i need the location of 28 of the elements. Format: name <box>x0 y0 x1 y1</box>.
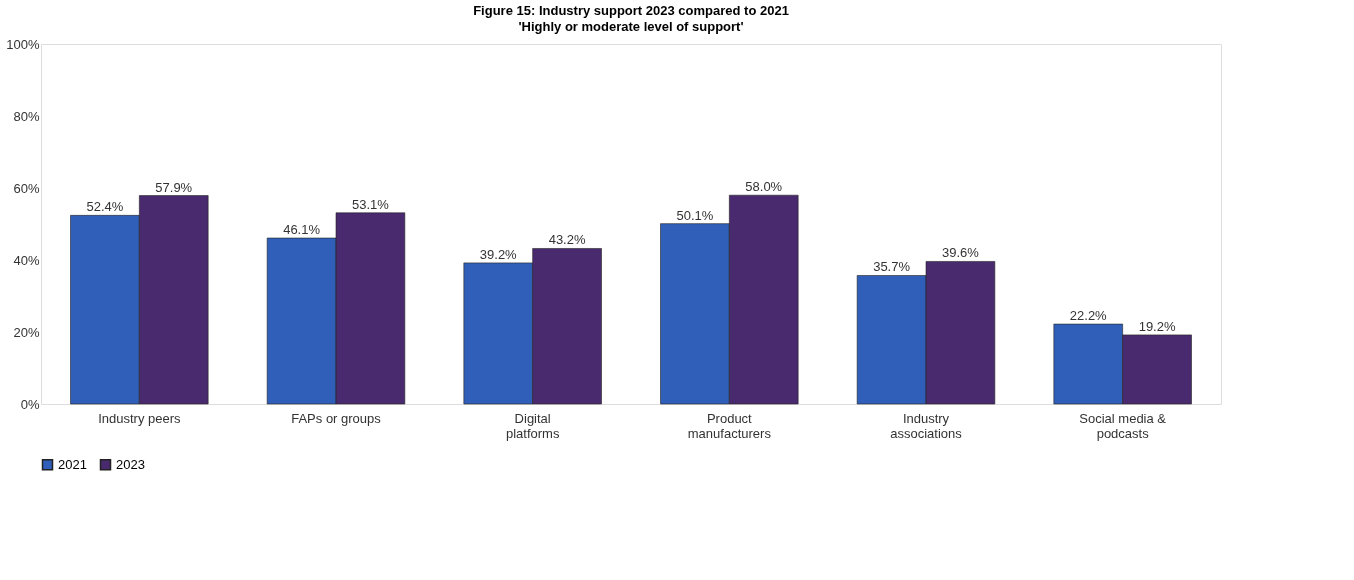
x-tick-label: Digital platforms <box>505 410 560 441</box>
data-label: 57.9% <box>155 179 193 195</box>
x-tick-label: Social media & podcasts <box>1079 410 1167 441</box>
chart-subtitle: 'Highly or moderate level of support' <box>518 19 744 34</box>
data-label: 52.4% <box>86 199 124 215</box>
data-label: 53.1% <box>351 196 390 212</box>
legend-label: 2023 <box>116 456 145 472</box>
x-tick-label: Product manufacturers <box>687 410 772 441</box>
data-label: 46.1% <box>283 222 321 238</box>
data-label: 43.2% <box>548 232 586 248</box>
data-label: 58.0% <box>745 179 783 195</box>
y-tick-label: 40% <box>13 252 40 268</box>
data-label: 22.2% <box>1069 308 1108 324</box>
legend-label: 2021 <box>58 456 87 472</box>
data-label: 39.6% <box>941 245 980 261</box>
data-label: 19.2% <box>1138 318 1176 334</box>
x-tick-label: FAPs or groups <box>291 410 382 426</box>
y-tick-label: 100% <box>6 36 40 52</box>
data-label: 35.7% <box>873 259 911 275</box>
y-tick-label: 60% <box>13 180 40 196</box>
x-tick-label: Industry peers <box>98 410 182 426</box>
chart-title: Figure 15: Industry support 2023 compared to 2021 <box>473 3 789 18</box>
y-tick-label: 0% <box>20 396 40 412</box>
y-tick-label: 80% <box>13 108 40 124</box>
data-label: 39.2% <box>479 246 518 262</box>
data-label: 50.1% <box>676 207 714 223</box>
y-tick-label: 20% <box>13 324 40 340</box>
x-tick-label: Industry associations <box>890 410 963 441</box>
